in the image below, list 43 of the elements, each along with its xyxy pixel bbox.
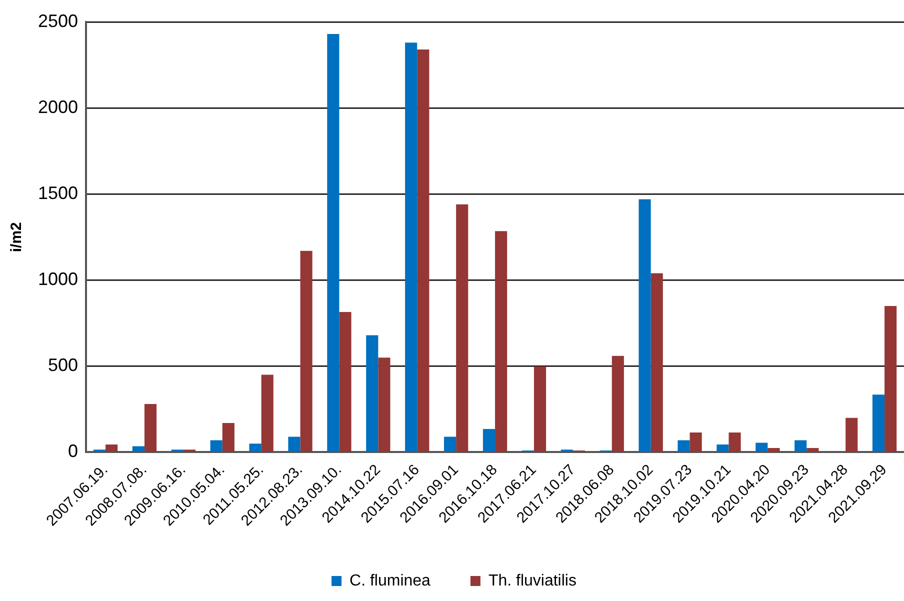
bar <box>417 50 430 452</box>
bar <box>132 446 144 452</box>
bar <box>405 42 418 452</box>
bar <box>495 231 508 452</box>
bar <box>872 394 885 452</box>
bar <box>327 34 340 452</box>
bar <box>300 250 312 452</box>
y-tick-label: 2500 <box>38 10 78 31</box>
y-tick-label: 1500 <box>38 183 78 204</box>
bar <box>444 436 456 452</box>
bar <box>678 440 690 452</box>
y-tick-label: 500 <box>48 355 78 376</box>
bar <box>222 422 234 452</box>
bar <box>806 448 819 452</box>
bar <box>339 312 352 452</box>
bar <box>756 442 768 452</box>
bar <box>846 418 858 452</box>
bar <box>716 444 729 452</box>
bar <box>482 429 496 452</box>
bar <box>288 436 300 452</box>
bar <box>534 366 546 452</box>
bar <box>728 432 741 452</box>
bar <box>638 199 651 452</box>
bar <box>768 448 780 452</box>
bar <box>794 440 807 452</box>
bar <box>378 358 390 452</box>
bar <box>456 204 468 452</box>
legend-label: Th. fluviatilis <box>488 572 576 590</box>
bar <box>650 273 663 452</box>
bar <box>210 440 222 452</box>
bar <box>612 356 624 452</box>
bar <box>106 444 118 452</box>
legend-label: C. fluminea <box>350 572 431 590</box>
y-axis-title: i/m2 <box>8 222 26 252</box>
y-tick-label: 2000 <box>38 97 78 118</box>
bar <box>144 404 157 452</box>
bar <box>690 432 702 452</box>
bar <box>366 335 378 452</box>
bar <box>884 306 897 452</box>
bar <box>249 444 262 452</box>
y-tick-label: 0 <box>68 441 78 462</box>
y-tick-label: 1000 <box>38 269 78 290</box>
bar <box>261 374 274 452</box>
